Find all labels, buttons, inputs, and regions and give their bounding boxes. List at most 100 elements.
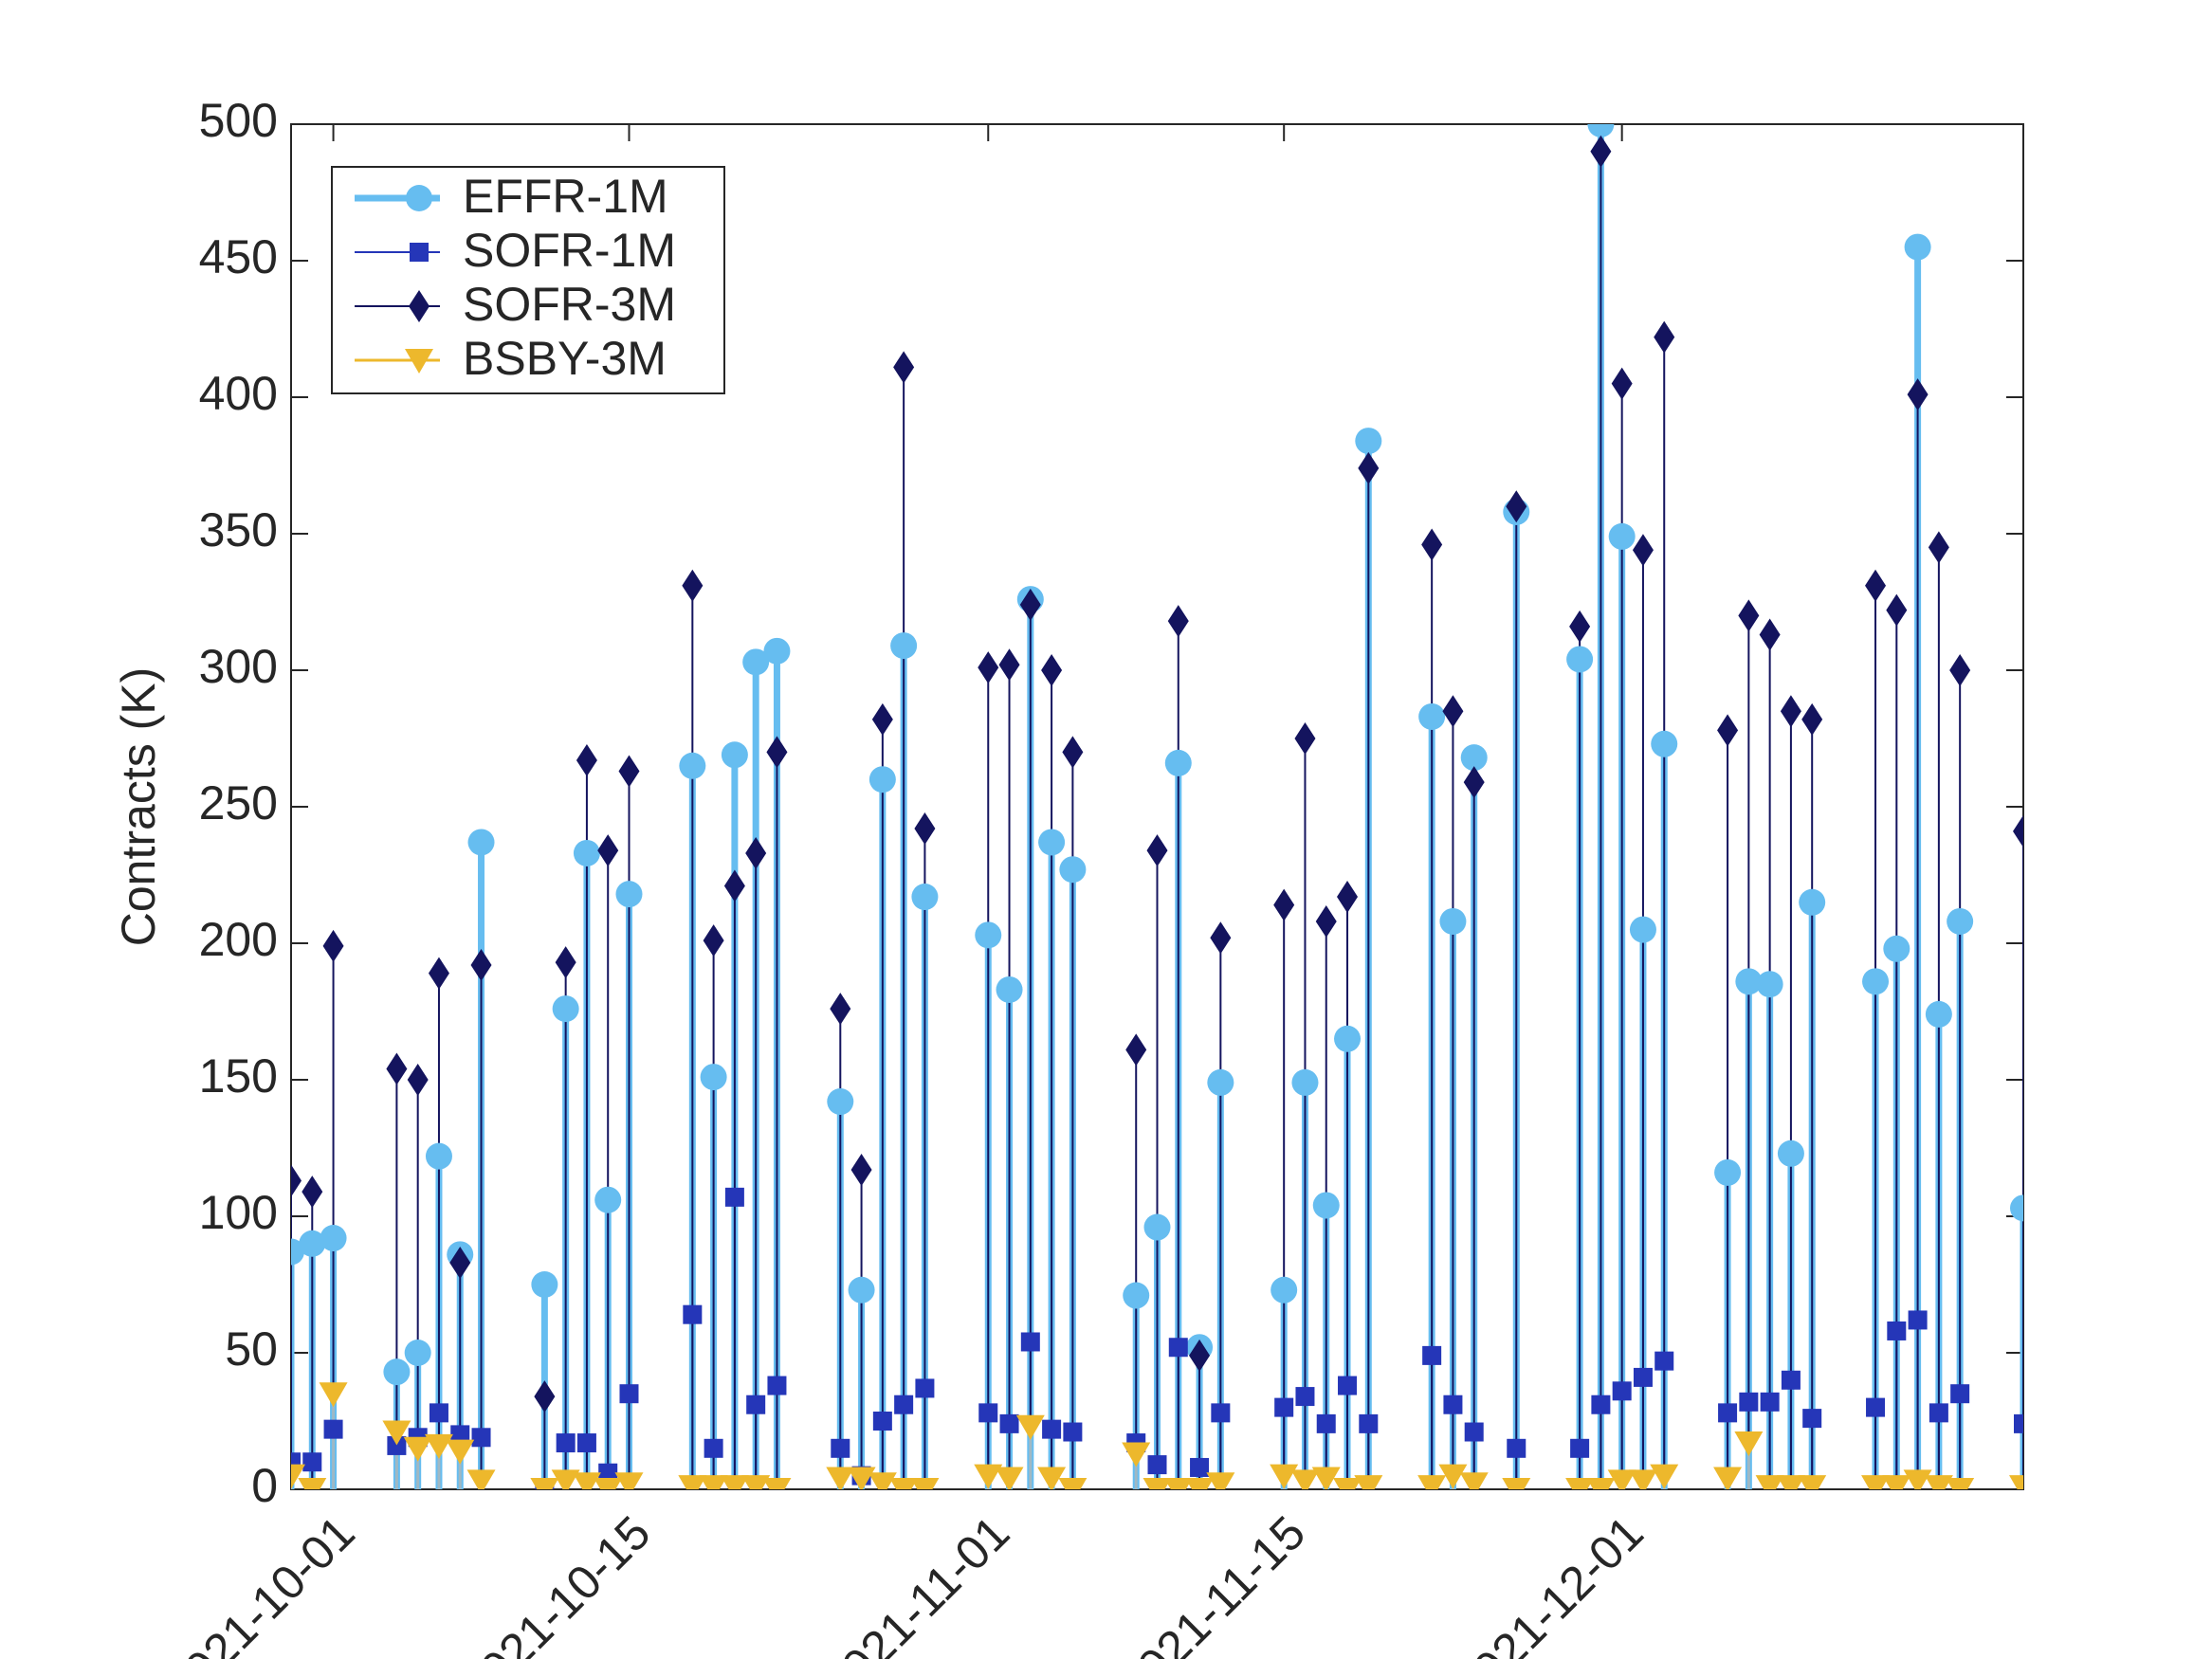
legend-marker [406, 185, 432, 211]
marker [1903, 1469, 1932, 1489]
marker [720, 1475, 749, 1489]
marker [1042, 1419, 1062, 1439]
marker [424, 1433, 453, 1459]
marker [1718, 1403, 1738, 1423]
x-tick-label: 2021-12-01 [1444, 1506, 1653, 1659]
marker [1654, 320, 1675, 354]
marker [1464, 1422, 1484, 1442]
marker [826, 1467, 855, 1489]
marker [1798, 1475, 1827, 1489]
marker [1163, 1478, 1193, 1489]
marker [1211, 1403, 1231, 1423]
marker [1506, 490, 1527, 523]
marker [1887, 1321, 1907, 1340]
y-tick-label: 0 [251, 1459, 278, 1512]
marker [1417, 1475, 1447, 1489]
marker [386, 1052, 408, 1085]
y-tick-label: 400 [199, 367, 278, 420]
x-tick-label: 2021-11-15 [1108, 1506, 1315, 1659]
marker [848, 1276, 875, 1304]
marker [2010, 1194, 2023, 1222]
marker [1274, 1397, 1294, 1417]
marker [1883, 935, 1910, 962]
marker [767, 1376, 787, 1395]
marker [1037, 1467, 1067, 1489]
y-tick-label: 350 [199, 503, 278, 556]
marker [1755, 1475, 1784, 1489]
x-tick-label: 2021-11-01 [814, 1506, 1020, 1659]
marker [831, 1438, 850, 1458]
marker [1338, 1376, 1358, 1395]
marker [1273, 888, 1295, 921]
marker [299, 1230, 326, 1257]
marker [467, 829, 495, 856]
marker [1337, 881, 1359, 914]
marker [745, 836, 767, 869]
marker [746, 1395, 766, 1414]
marker [1311, 1467, 1341, 1489]
marker [1654, 1351, 1674, 1371]
marker [1629, 916, 1656, 943]
marker [703, 924, 724, 957]
marker [425, 1142, 452, 1170]
marker [1271, 1276, 1298, 1304]
marker [291, 1164, 302, 1197]
marker [889, 1478, 919, 1489]
marker [999, 1413, 1019, 1433]
marker [1861, 1475, 1891, 1489]
marker [1570, 1438, 1590, 1458]
marker [910, 1478, 940, 1489]
marker [741, 1475, 771, 1489]
marker [1502, 1478, 1531, 1489]
y-tick-label: 300 [199, 640, 278, 693]
marker [1907, 378, 1929, 411]
marker [868, 766, 896, 793]
marker [1439, 907, 1467, 935]
marker [1147, 1455, 1167, 1475]
marker [1316, 1413, 1336, 1433]
marker [594, 1478, 623, 1489]
plot-area [291, 124, 2023, 1489]
marker [556, 1433, 576, 1453]
y-tick-label: 100 [199, 1186, 278, 1239]
marker [724, 1187, 744, 1207]
marker [1207, 1068, 1234, 1096]
marker [1862, 968, 1890, 995]
y-tick-label: 50 [225, 1322, 278, 1376]
marker [1038, 829, 1066, 856]
marker [1929, 1403, 1948, 1423]
marker [1781, 1370, 1801, 1390]
y-tick-label: 500 [199, 94, 278, 147]
marker [618, 755, 640, 788]
marker [298, 1478, 327, 1489]
marker [1315, 904, 1337, 938]
marker [1294, 722, 1316, 755]
marker [403, 1436, 432, 1462]
marker [974, 1464, 1003, 1489]
marker [1359, 1413, 1379, 1433]
marker [323, 1419, 343, 1439]
marker [1628, 1469, 1657, 1489]
marker [893, 351, 915, 384]
marker [1739, 1392, 1759, 1412]
marker [1886, 593, 1908, 627]
marker [446, 1439, 475, 1465]
marker [699, 1475, 728, 1489]
marker [682, 569, 704, 602]
marker [700, 1064, 727, 1091]
marker [847, 1467, 876, 1489]
marker [1291, 1068, 1319, 1096]
legend-marker [409, 290, 430, 322]
marker [890, 632, 918, 660]
marker [1590, 135, 1612, 168]
marker [1924, 1475, 1953, 1489]
marker [1611, 367, 1633, 400]
marker [1059, 856, 1087, 884]
marker [1125, 1033, 1147, 1066]
marker [1734, 1431, 1764, 1457]
marker [551, 1469, 580, 1489]
marker [1735, 968, 1763, 995]
marker [1713, 1467, 1743, 1489]
marker [450, 1425, 470, 1445]
